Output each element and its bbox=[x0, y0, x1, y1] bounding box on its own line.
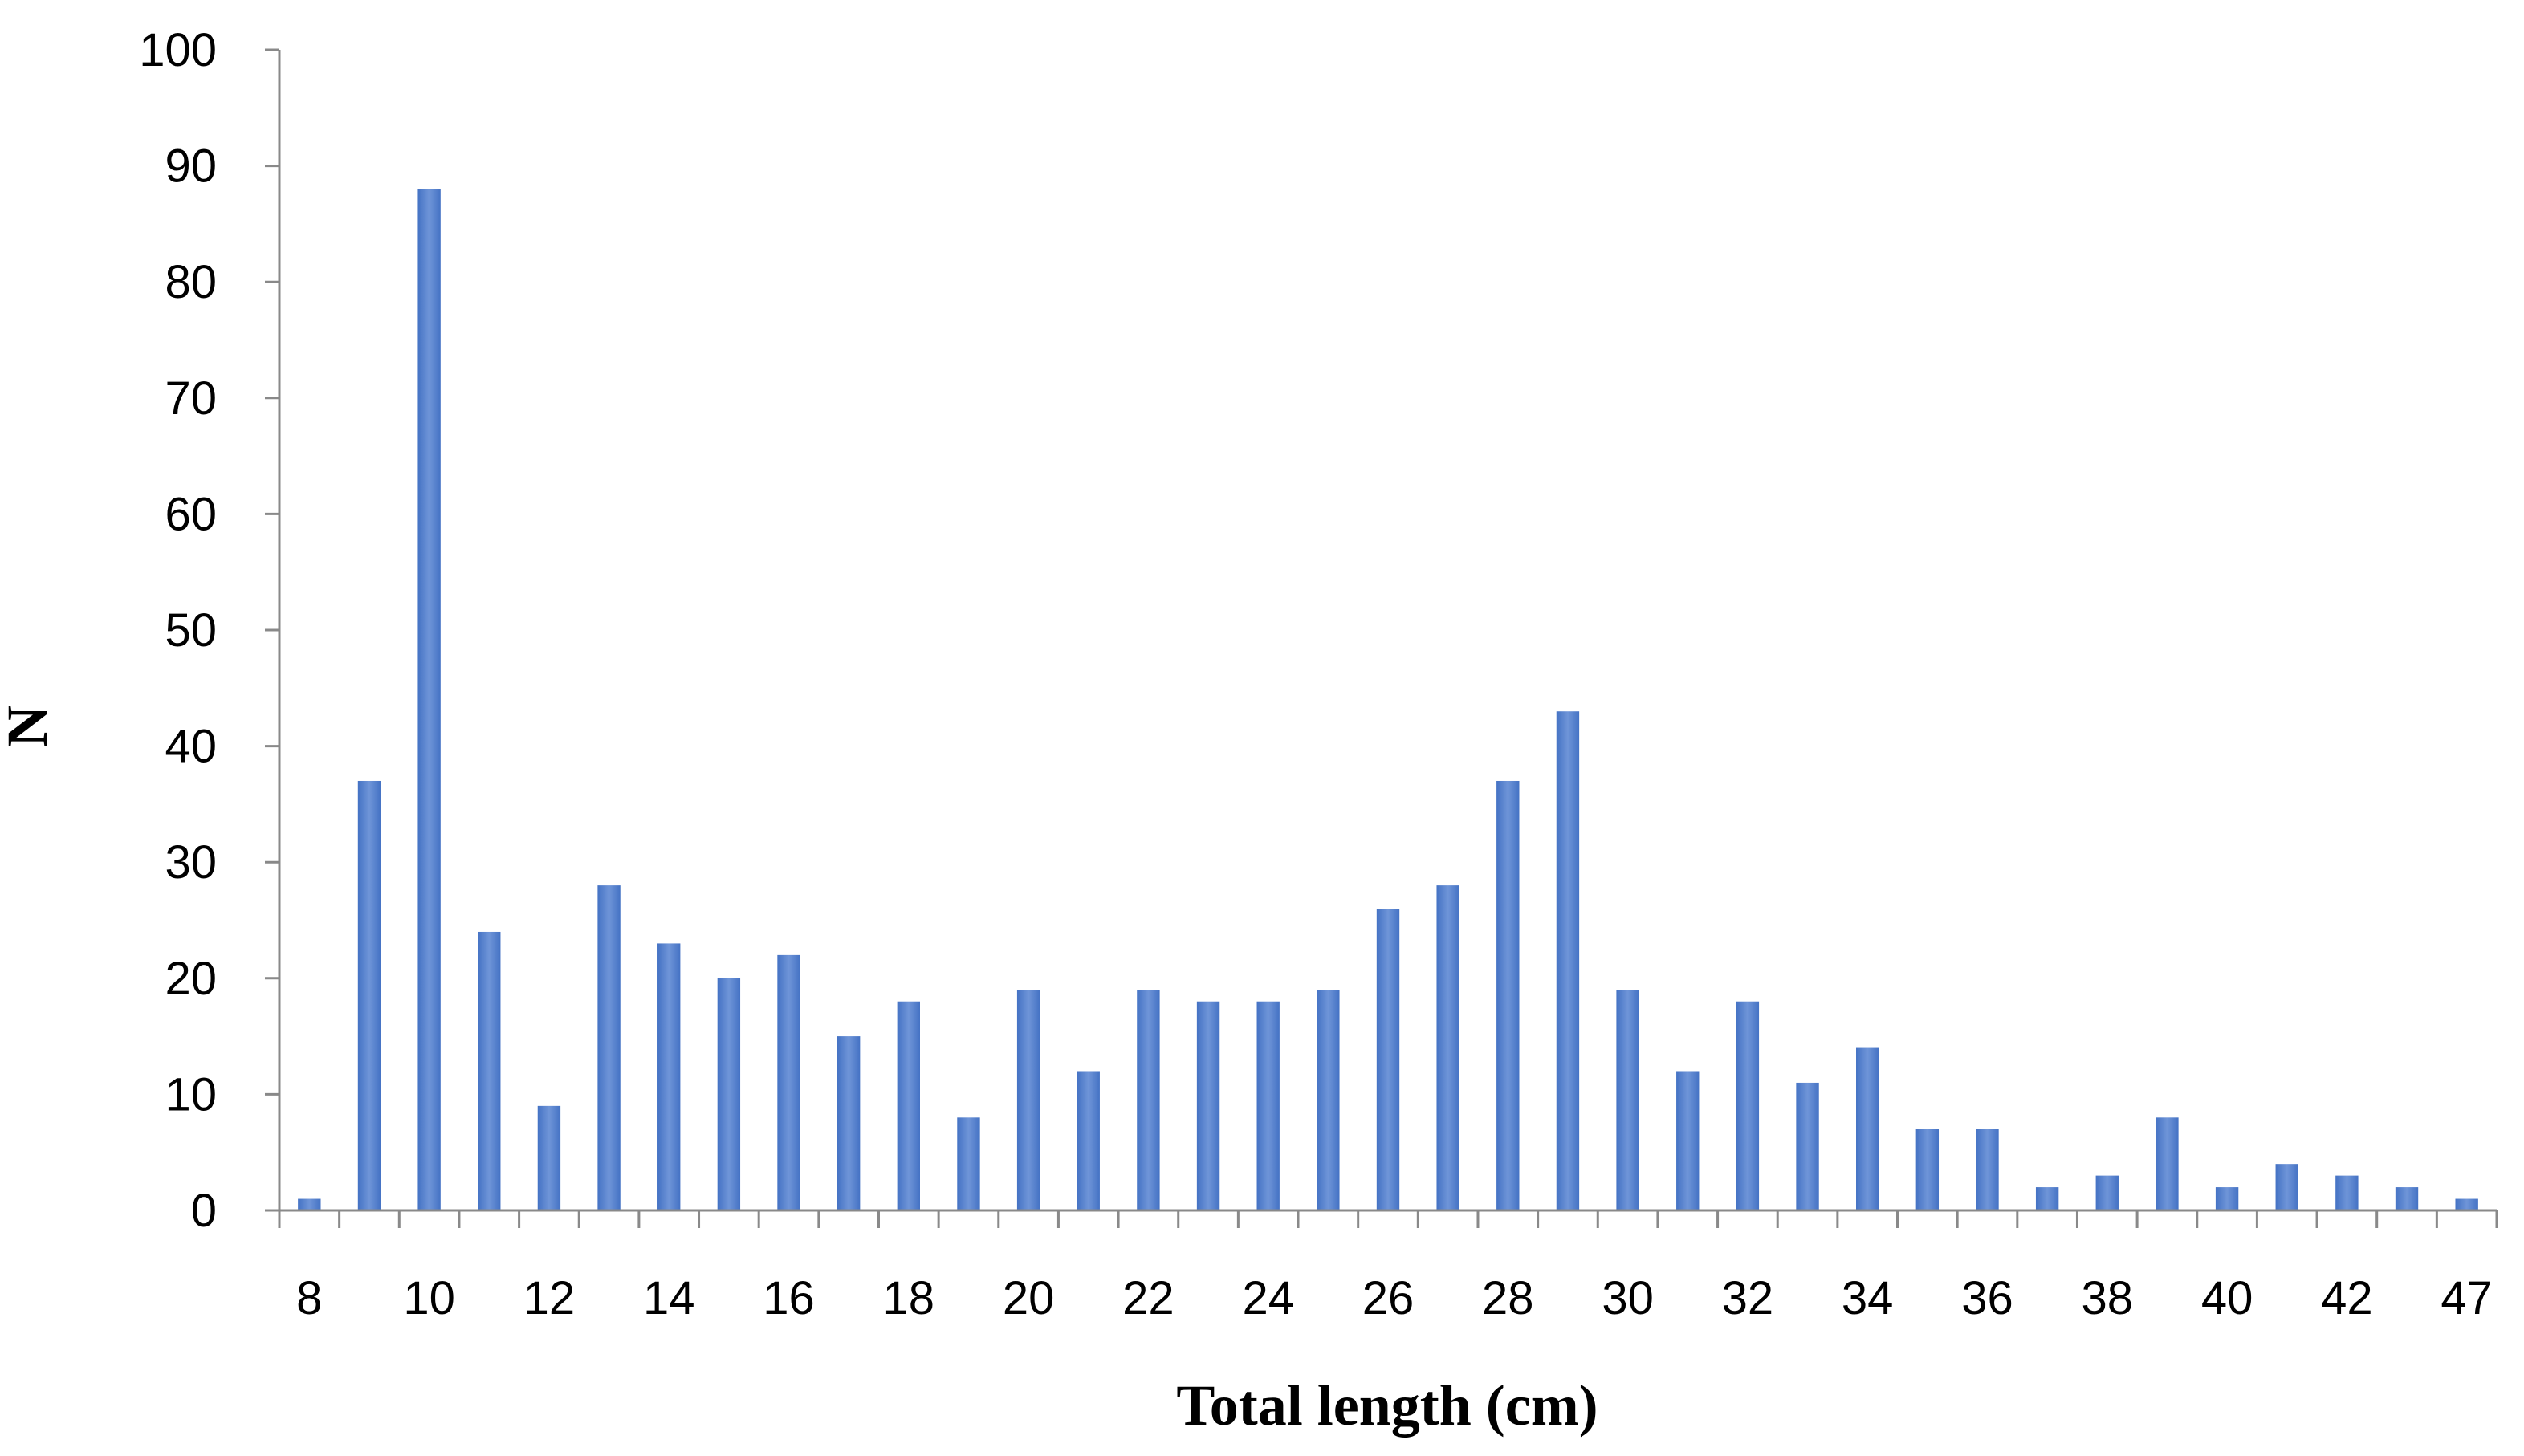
x-tick-label-14: 14 bbox=[643, 1272, 695, 1324]
x-tick-label-30: 30 bbox=[1602, 1272, 1654, 1324]
y-tick-label-0: 0 bbox=[191, 1185, 217, 1237]
bar-14 bbox=[657, 943, 681, 1210]
x-tick-label-38: 38 bbox=[2082, 1272, 2134, 1324]
y-tick-label-100: 100 bbox=[139, 24, 217, 76]
bar-33 bbox=[1796, 1082, 1819, 1210]
bar-18 bbox=[897, 1001, 920, 1210]
bar-23 bbox=[1196, 1001, 1220, 1210]
y-tick-label-10: 10 bbox=[165, 1068, 217, 1120]
bar-31 bbox=[1676, 1071, 1700, 1210]
bar-30 bbox=[1616, 990, 1639, 1210]
y-tick-label-50: 50 bbox=[165, 604, 217, 657]
bar-10 bbox=[417, 189, 441, 1210]
x-tick-label-12: 12 bbox=[523, 1272, 576, 1324]
bar-11 bbox=[478, 931, 501, 1210]
y-tick-label-70: 70 bbox=[165, 372, 217, 425]
y-tick-label-80: 80 bbox=[165, 256, 217, 308]
bar-26 bbox=[1376, 909, 1400, 1210]
x-tick-label-10: 10 bbox=[403, 1272, 455, 1324]
bar-9 bbox=[357, 780, 381, 1210]
bar-19 bbox=[957, 1117, 980, 1210]
x-tick-label-20: 20 bbox=[1003, 1272, 1055, 1324]
x-axis: 8 10 12 14 16 18 20 22 24 26 28 30 32 34 36 38 40 42 47 bbox=[278, 1209, 2498, 1324]
bar-38 bbox=[2095, 1175, 2119, 1210]
bar-43 bbox=[2395, 1187, 2419, 1210]
x-tick-label-40: 40 bbox=[2201, 1272, 2253, 1324]
x-tick-label-34: 34 bbox=[1842, 1272, 1894, 1324]
y-tick-label-30: 30 bbox=[165, 836, 217, 889]
bar-34 bbox=[1856, 1047, 1879, 1210]
bar-22 bbox=[1137, 990, 1160, 1210]
bar-21 bbox=[1077, 1071, 1100, 1210]
bar-35 bbox=[1915, 1129, 1940, 1210]
bar-17 bbox=[837, 1036, 861, 1210]
bar-41 bbox=[2275, 1164, 2298, 1210]
bar-27 bbox=[1436, 885, 1459, 1210]
bar-28 bbox=[1496, 780, 1520, 1210]
y-tick-label-20: 20 bbox=[165, 953, 217, 1005]
bar-42 bbox=[2335, 1175, 2359, 1210]
y-tick-label-90: 90 bbox=[165, 140, 217, 193]
x-tick-label-28: 28 bbox=[1482, 1272, 1534, 1324]
bar-15 bbox=[717, 978, 741, 1210]
bar-29 bbox=[1556, 711, 1580, 1210]
bar-25 bbox=[1317, 990, 1340, 1210]
y-tick-label-60: 60 bbox=[165, 488, 217, 540]
x-tick-label-16: 16 bbox=[763, 1272, 815, 1324]
x-axis-title: Total length (cm) bbox=[1176, 1373, 1598, 1438]
y-axis: 0 10 20 30 40 50 60 70 80 90 100 bbox=[139, 24, 281, 1237]
x-tick-label-36: 36 bbox=[1961, 1272, 2013, 1324]
x-tick-label-26: 26 bbox=[1362, 1272, 1415, 1324]
bars-group bbox=[298, 189, 2478, 1210]
x-tick-label-24: 24 bbox=[1242, 1272, 1294, 1324]
bar-36 bbox=[1976, 1129, 1999, 1210]
y-tick-label-40: 40 bbox=[165, 721, 217, 773]
bar-32 bbox=[1736, 1001, 1760, 1210]
bar-40 bbox=[2215, 1187, 2239, 1210]
bar-37 bbox=[2035, 1187, 2059, 1210]
bar-24 bbox=[1256, 1001, 1280, 1210]
x-tick-label-42: 42 bbox=[2321, 1272, 2373, 1324]
bar-20 bbox=[1016, 990, 1040, 1210]
bar-39 bbox=[2156, 1117, 2179, 1210]
bar-13 bbox=[597, 885, 621, 1210]
bar-47 bbox=[2455, 1198, 2478, 1210]
bar-8 bbox=[298, 1198, 321, 1210]
y-axis-title: N bbox=[0, 706, 59, 747]
x-tick-label-18: 18 bbox=[883, 1272, 935, 1324]
x-tick-label-22: 22 bbox=[1122, 1272, 1174, 1324]
x-tick-label-32: 32 bbox=[1722, 1272, 1774, 1324]
bar-16 bbox=[777, 954, 800, 1210]
bar-12 bbox=[537, 1105, 561, 1210]
x-tick-label-47: 47 bbox=[2441, 1272, 2493, 1324]
x-tick-label-8: 8 bbox=[296, 1272, 322, 1324]
